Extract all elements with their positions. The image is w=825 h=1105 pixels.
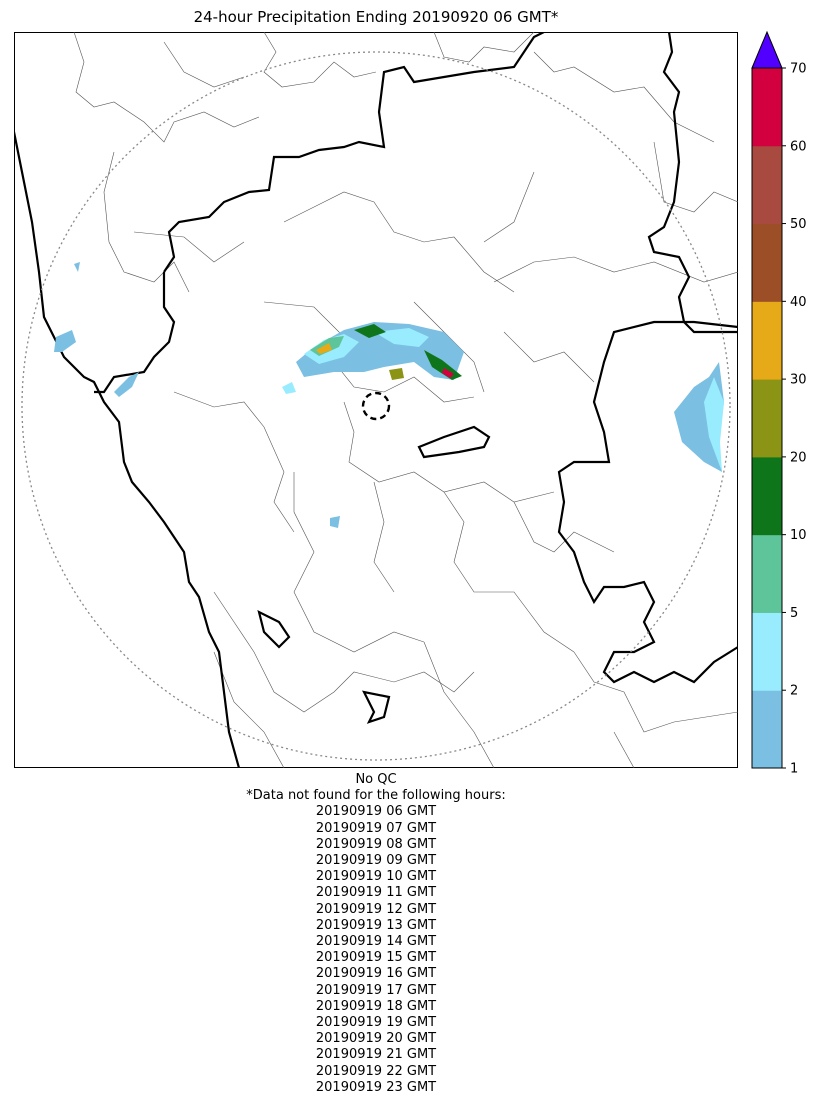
colorbar-segment <box>752 223 782 302</box>
radar-range-ring <box>21 51 731 761</box>
colorbar-extend-arrow <box>751 30 783 69</box>
colorbar-tick-label: 20 <box>790 450 807 465</box>
missing-hour: 20190919 07 GMT <box>315 820 437 836</box>
missing-hour: 20190919 09 GMT <box>315 853 437 869</box>
colorbar-segment <box>752 301 782 380</box>
missing-hour: 20190919 18 GMT <box>315 998 437 1014</box>
colorbar-tick-label: 5 <box>790 606 798 621</box>
state-boundaries <box>14 32 738 768</box>
radar-site-marker <box>361 391 391 421</box>
missing-hour: 20190919 11 GMT <box>315 885 437 901</box>
missing-hour: 20190919 13 GMT <box>315 917 437 933</box>
colorbar-tick-label: 40 <box>790 295 807 310</box>
district-boundaries <box>73 32 738 768</box>
footer-notes: No QC *Data not found for the following … <box>0 772 752 1096</box>
colorbar-tick-label: 2 <box>790 684 798 699</box>
missing-hour: 20190919 06 GMT <box>315 804 437 820</box>
colorbar-segment <box>752 145 782 225</box>
colorbar-tick-label: 1 <box>790 762 798 777</box>
missing-hour: 20190919 08 GMT <box>315 836 437 852</box>
colorbar-segment <box>752 690 782 769</box>
missing-hour: 20190919 22 GMT <box>315 1063 437 1079</box>
colorbar-segments <box>752 68 782 769</box>
missing-hour: 20190919 17 GMT <box>315 982 437 998</box>
colorbar-segment <box>752 456 782 536</box>
map-frame <box>14 32 738 768</box>
qc-note: No QC <box>355 772 397 787</box>
colorbar-frame <box>751 67 783 769</box>
missing-hour: 20190919 16 GMT <box>315 966 437 982</box>
missing-hour: 20190919 15 GMT <box>315 950 437 966</box>
colorbar: 1 2 5 10 20 30 40 50 60 70 <box>751 30 807 777</box>
precipitation-map <box>14 32 738 768</box>
missing-hour: 20190919 10 GMT <box>315 869 437 885</box>
colorbar-segment <box>752 534 782 613</box>
missing-hour: 20190919 21 GMT <box>315 1047 437 1063</box>
colorbar-tick-label: 10 <box>790 528 807 543</box>
precipitation-areas <box>54 262 724 528</box>
colorbar-segment <box>752 68 782 147</box>
missing-hours-header: *Data not found for the following hours: <box>246 788 506 804</box>
colorbar-ticks: 1 2 5 10 20 30 40 50 60 70 <box>782 62 807 777</box>
colorbar-tick-label: 50 <box>790 217 807 232</box>
missing-hour: 20190919 20 GMT <box>315 1031 437 1047</box>
colorbar-tick-label: 70 <box>790 62 807 77</box>
colorbar-segment <box>752 612 782 691</box>
colorbar-tick-label: 30 <box>790 373 807 388</box>
missing-hour: 20190919 23 GMT <box>315 1079 437 1095</box>
missing-hour: 20190919 19 GMT <box>315 1015 437 1031</box>
map-title: 24-hour Precipitation Ending 20190920 06… <box>193 8 559 26</box>
missing-hour: 20190919 14 GMT <box>315 934 437 950</box>
colorbar-segment <box>752 379 782 458</box>
missing-hour: 20190919 12 GMT <box>315 901 437 917</box>
colorbar-tick-label: 60 <box>790 139 807 154</box>
